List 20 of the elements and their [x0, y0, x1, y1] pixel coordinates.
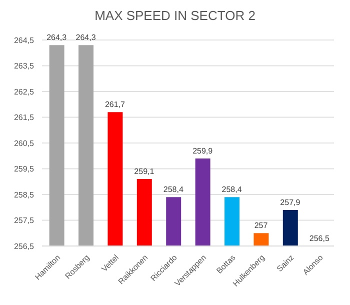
- y-tick-label: 258,5: [14, 190, 35, 200]
- data-label: 259,1: [134, 167, 155, 176]
- data-label: 257,9: [280, 198, 301, 207]
- y-tick-label: 256,5: [14, 242, 35, 251]
- y-tick-label: 262,5: [14, 87, 35, 96]
- y-tick-label: 257,5: [14, 216, 35, 226]
- data-label: 256,5: [309, 234, 330, 243]
- y-tick-label: 260,5: [14, 138, 35, 148]
- data-label: 264,3: [76, 33, 96, 42]
- chart-title: MAX SPEED IN SECTOR 2: [94, 8, 256, 25]
- data-label: 258,4: [163, 185, 184, 194]
- y-tick-label: 264,5: [14, 36, 35, 45]
- data-label: 261,7: [104, 100, 126, 110]
- data-label: 257: [254, 221, 268, 230]
- data-label: 264,3: [46, 33, 68, 42]
- data-label: 259,9: [192, 146, 214, 156]
- y-tick-label: 261,5: [14, 113, 35, 122]
- y-tick-label: 259,5: [14, 164, 35, 174]
- y-tick-label: 263,5: [14, 62, 35, 71]
- data-label: 258,4: [222, 185, 242, 194]
